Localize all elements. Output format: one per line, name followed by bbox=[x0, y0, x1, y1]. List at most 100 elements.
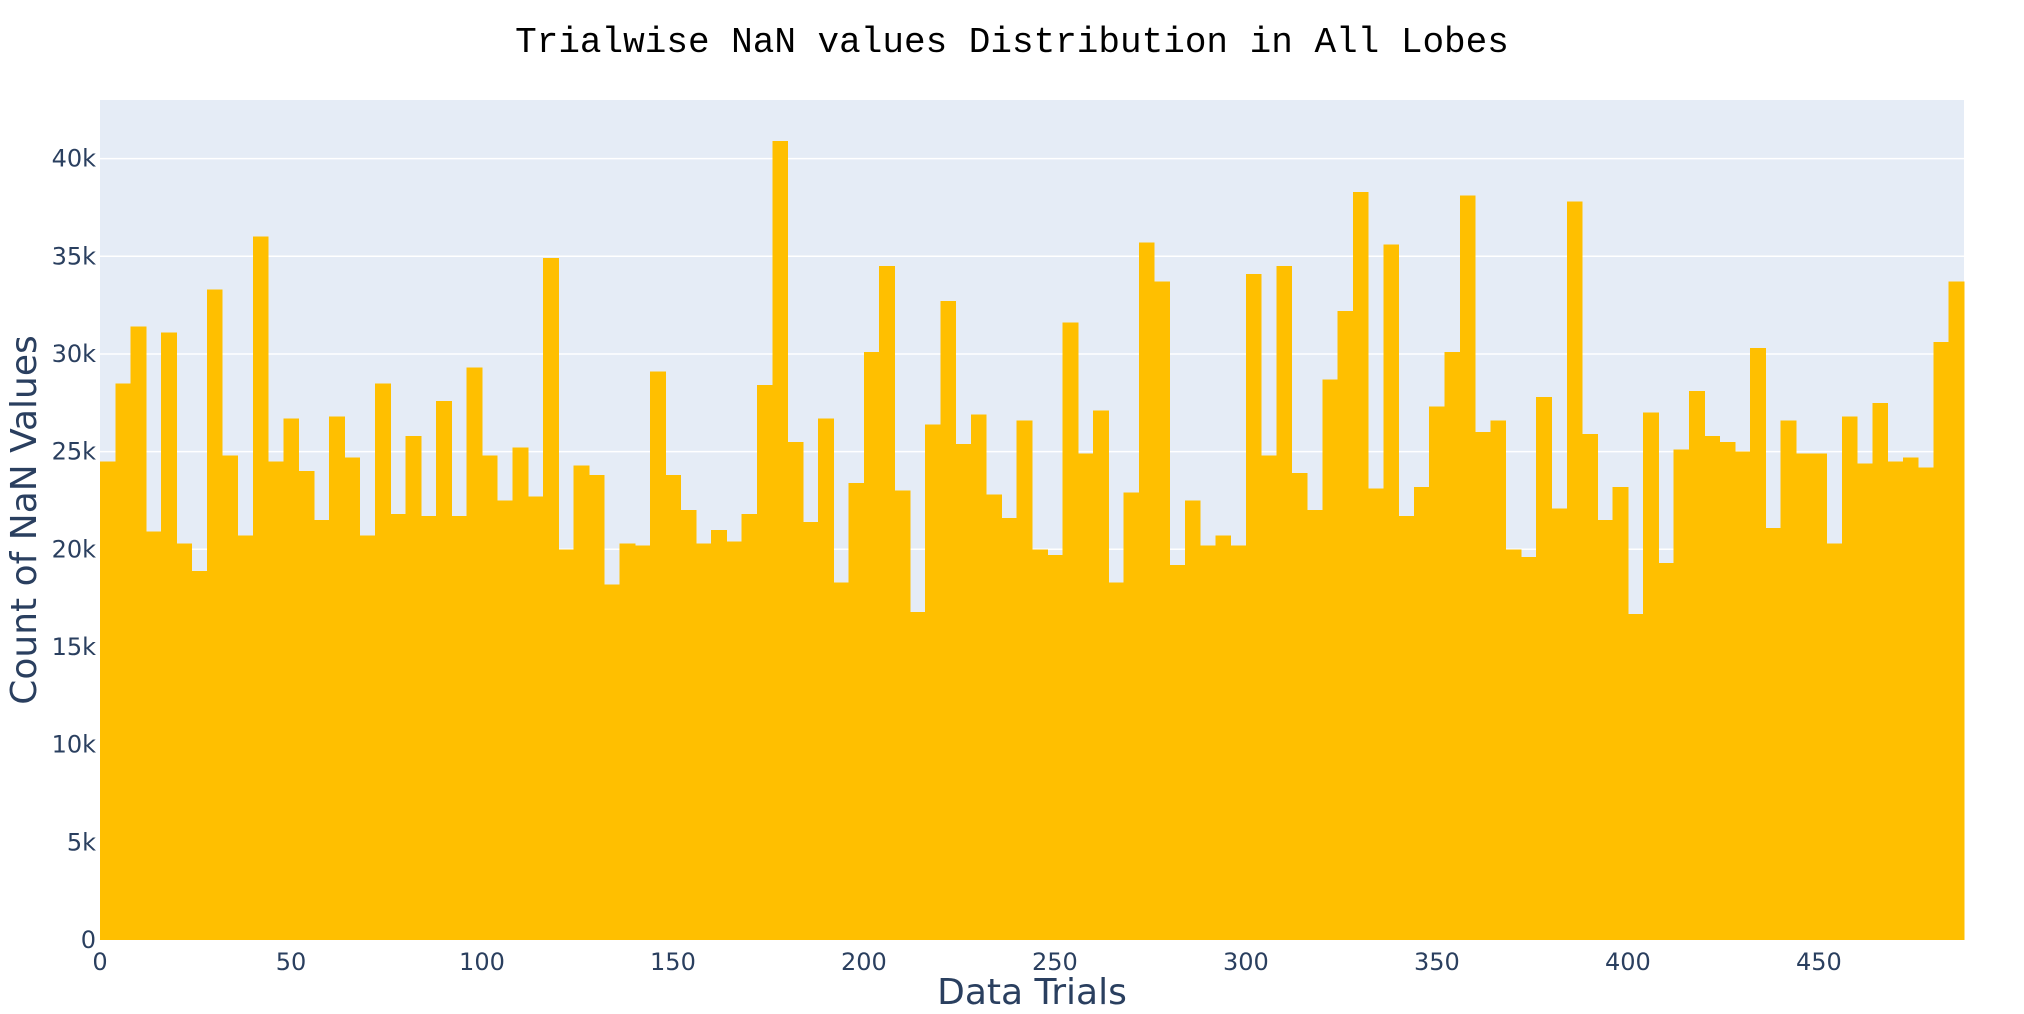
histogram-bar bbox=[1138, 242, 1155, 941]
histogram-bar bbox=[1154, 281, 1171, 940]
histogram-bar bbox=[176, 543, 193, 940]
histogram-bar bbox=[1429, 406, 1446, 941]
x-tick-label: 350 bbox=[1414, 948, 1460, 976]
x-tick-label: 100 bbox=[459, 948, 505, 976]
y-tick-label: 0 bbox=[81, 926, 96, 954]
histogram-bar bbox=[1337, 310, 1354, 940]
y-tick-label: 10k bbox=[52, 731, 97, 759]
histogram-bar bbox=[1123, 492, 1140, 940]
histogram-bar bbox=[604, 584, 620, 940]
histogram-bar bbox=[695, 543, 712, 940]
histogram-bar bbox=[1780, 420, 1797, 941]
y-tick-label: 40k bbox=[52, 145, 97, 173]
histogram-bar bbox=[909, 611, 926, 940]
histogram-bar bbox=[329, 416, 345, 941]
histogram-bar bbox=[787, 441, 804, 940]
histogram-bar bbox=[986, 494, 1002, 940]
histogram-bar bbox=[1352, 191, 1369, 940]
histogram-bar bbox=[1200, 545, 1216, 940]
histogram-bar bbox=[298, 471, 315, 940]
histogram-bar bbox=[359, 535, 376, 940]
histogram-bar bbox=[879, 266, 895, 940]
histogram-bar bbox=[1902, 457, 1919, 940]
histogram-bar bbox=[390, 514, 407, 940]
histogram-bar bbox=[833, 582, 850, 940]
histogram-bar bbox=[405, 436, 422, 940]
histogram-bar bbox=[344, 457, 361, 940]
histogram-bar bbox=[1795, 453, 1812, 940]
histogram-bar bbox=[161, 332, 177, 941]
histogram-bar bbox=[206, 289, 223, 940]
y-tick-label: 30k bbox=[52, 340, 97, 368]
histogram-bar bbox=[100, 461, 116, 940]
histogram-bar bbox=[1520, 557, 1537, 940]
y-axis-title: Count of NaN Values bbox=[4, 335, 45, 704]
histogram-bar bbox=[1765, 527, 1782, 940]
histogram-bar bbox=[1184, 500, 1201, 940]
histogram-bar bbox=[1582, 434, 1598, 940]
histogram-bar bbox=[145, 531, 162, 940]
histogram-bar bbox=[588, 475, 605, 940]
x-tick-label: 300 bbox=[1223, 948, 1269, 976]
histogram-bar bbox=[1704, 436, 1721, 940]
y-tick-label: 15k bbox=[52, 633, 97, 661]
x-tick-label: 50 bbox=[276, 948, 307, 976]
histogram-bar bbox=[1811, 453, 1827, 940]
histogram-bar bbox=[1857, 463, 1873, 940]
histogram-bar bbox=[1291, 473, 1308, 940]
histogram-bar bbox=[665, 475, 682, 940]
x-axis-ticks: 0 50 100 150 200 250 300 350 400 450 bbox=[92, 948, 1841, 976]
histogram-bar bbox=[726, 541, 743, 940]
histogram-bar bbox=[130, 326, 147, 941]
histogram-bar bbox=[1872, 402, 1889, 940]
histogram-bar bbox=[711, 529, 727, 940]
histogram-bar bbox=[650, 371, 666, 940]
histogram-bar bbox=[1383, 244, 1400, 941]
histogram-bar bbox=[1597, 520, 1614, 940]
histogram-bar bbox=[1887, 461, 1904, 940]
histogram-bar bbox=[772, 141, 789, 940]
histogram-bar bbox=[1643, 412, 1659, 941]
x-tick-label: 0 bbox=[92, 948, 107, 976]
histogram-bar bbox=[222, 455, 239, 940]
histogram-bar bbox=[1322, 379, 1339, 940]
histogram-bar bbox=[1077, 453, 1094, 940]
histogram-bar bbox=[1276, 266, 1293, 940]
histogram-bar bbox=[1627, 613, 1644, 940]
histogram-bar bbox=[1016, 420, 1033, 941]
histogram-bar bbox=[1566, 201, 1583, 940]
histogram-bar bbox=[1673, 449, 1690, 940]
histogram-bar bbox=[466, 367, 483, 940]
histogram-bar bbox=[1001, 518, 1018, 940]
histogram-bar bbox=[1047, 555, 1064, 940]
histogram-bar bbox=[848, 482, 865, 940]
histogram-bar bbox=[1215, 535, 1232, 940]
histogram-bar bbox=[634, 545, 651, 940]
histogram-bar bbox=[512, 447, 529, 940]
histogram-bar bbox=[543, 258, 559, 940]
histogram-bar bbox=[1062, 322, 1079, 941]
histogram-bar bbox=[268, 461, 284, 940]
histogram-bar bbox=[680, 510, 697, 940]
histogram-bar bbox=[115, 383, 132, 940]
histogram-bar bbox=[1261, 455, 1277, 940]
histogram-bar bbox=[558, 549, 575, 940]
y-tick-label: 20k bbox=[52, 535, 97, 563]
histogram-bar bbox=[375, 383, 391, 940]
histogram-bar bbox=[1032, 549, 1048, 940]
histogram-bar bbox=[1948, 281, 1965, 940]
histogram-bar bbox=[252, 236, 269, 940]
x-tick-label: 150 bbox=[650, 948, 696, 976]
histogram-bar bbox=[1459, 195, 1476, 940]
histogram-bar bbox=[237, 535, 254, 940]
x-axis-title: Data Trials bbox=[937, 972, 1127, 1013]
histogram-bar bbox=[741, 514, 758, 940]
histogram-bar bbox=[573, 465, 590, 940]
histogram-bar bbox=[894, 490, 911, 940]
histogram-bar bbox=[1413, 486, 1430, 940]
histogram-bar bbox=[1826, 543, 1843, 940]
histogram-bar bbox=[970, 414, 987, 941]
histogram-bar bbox=[1307, 510, 1323, 940]
histogram-bar bbox=[527, 496, 544, 940]
